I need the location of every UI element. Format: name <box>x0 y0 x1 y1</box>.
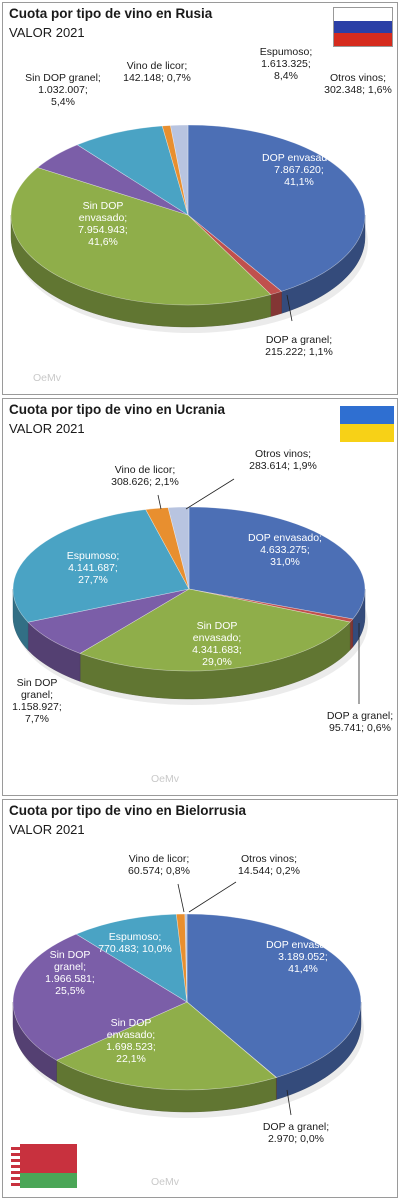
pie-slice-sin-dop-envasado <box>79 588 351 672</box>
chart-subtitle: VALOR 2021 <box>9 421 85 436</box>
data-label-espumoso: Espumoso; 1.613.325; 8,4% <box>260 46 313 82</box>
chart-subtitle: VALOR 2021 <box>9 25 85 40</box>
belarus-flag-icon <box>11 1144 77 1188</box>
leader-line-dop-a-granel <box>286 1089 292 1116</box>
data-label-vino-de-licor: Vino de licor; 308.626; 2,1% <box>111 464 179 488</box>
chart-subtitle: VALOR 2021 <box>9 822 85 837</box>
chart-panel-belarus: Cuota por tipo de vino en Bielorrusia VA… <box>2 799 398 1198</box>
data-label-espumoso: Espumoso; 4.141.687; 27,7% <box>67 550 120 586</box>
pie-slice-sin-dop-granel <box>12 933 188 1061</box>
pie-slice-espumoso <box>76 125 189 216</box>
oemv-logo: OeMv <box>33 372 62 384</box>
data-label-sin-dop-granel: Sin DOP granel; 1.158.927; 7,7% <box>12 677 62 725</box>
data-label-otros-vinos: Otros vinos; 14.544; 0,2% <box>238 853 300 877</box>
leader-line-otros-vinos <box>188 881 237 913</box>
pie-slice-dop-envasado <box>187 124 366 292</box>
data-label-sin-dop-granel: Sin DOP granel; 1.032.007; 5,4% <box>25 72 101 108</box>
chart-title: Cuota por tipo de vino en Rusia <box>9 6 213 21</box>
pie-slice-espumoso <box>12 509 190 623</box>
data-label-espumoso: Espumoso; 770.483; 10,0% <box>98 931 172 955</box>
pie-chart-ukraine: DOP envasado; 4.633.275; 31,0% DOP a granel… <box>12 448 393 785</box>
data-label-dop-envasado: DOP envasado; 7.867.620; 41,1% <box>262 152 336 188</box>
data-label-sin-dop-envasado: Sin DOP envasado; 1.698.523; 22,1% <box>106 1017 156 1065</box>
chart-panel-russia: Cuota por tipo de vino en Rusia VALOR 20… <box>2 2 398 395</box>
data-label-sin-dop-envasado: Sin DOP envasado; 4.341.683; 29,0% <box>192 620 242 668</box>
data-label-dop-a-granel: DOP a granel; 215.222; 1,1% <box>265 334 333 358</box>
data-label-dop-envasado: DOP envasado; 4.633.275; 31,0% <box>248 532 322 568</box>
data-label-otros-vinos: Otros vinos; 283.614; 1,9% <box>249 448 317 472</box>
data-label-vino-de-licor: Vino de licor; 60.574; 0,8% <box>128 853 190 877</box>
data-label-dop-a-granel: DOP a granel; 2.970; 0,0% <box>263 1121 329 1145</box>
data-label-vino-de-licor: Vino de licor; 142.148; 0,7% <box>123 60 191 84</box>
russia-flag-icon <box>333 7 393 47</box>
data-label-dop-envasado: DOP envasado; 3.189.052; 41,4% <box>266 939 340 975</box>
ukraine-flag-icon <box>340 406 394 442</box>
oemv-logo: OeMv <box>151 773 180 785</box>
oemv-logo: OeMv <box>151 1176 180 1188</box>
data-label-otros-vinos: Otros vinos; 302.348; 1,6% <box>324 72 392 96</box>
pie-slice-dop-envasado <box>186 913 362 1078</box>
chart-title: Cuota por tipo de vino en Bielorrusia <box>9 803 247 818</box>
data-label-sin-dop-granel: Sin DOP granel; 1.966.581; 25,5% <box>45 949 95 997</box>
pie-chart-belarus: DOP envasado; 3.189.052; 41,4% DOP a granel… <box>12 853 364 1188</box>
pie-side-dop-a-granel <box>270 291 282 317</box>
leader-line-dop-a-granel <box>286 294 293 322</box>
leader-line-vino-de-licor <box>157 494 162 510</box>
pie-chart-russia: DOP envasado; 7.867.620; 41,1% DOP a granel… <box>10 46 392 384</box>
pie-slice-sin-dop-envasado <box>55 1001 277 1091</box>
leader-line-vino-de-licor <box>177 883 185 913</box>
chart-panel-ukraine: Cuota por tipo de vino en Ucrania VALOR … <box>2 398 398 796</box>
pie-slice-dop-envasado <box>188 506 366 620</box>
pie-slice-espumoso <box>75 913 188 1003</box>
leader-line-otros-vinos <box>185 478 235 510</box>
pie-side-dop-a-granel <box>349 618 353 651</box>
data-label-dop-a-granel: DOP a granel; 95.741; 0,6% <box>327 710 393 734</box>
pie-slice-otros-vinos <box>170 124 189 216</box>
data-label-sin-dop-envasado: Sin DOP envasado; 7.954.943; 41,6% <box>78 200 128 248</box>
pie-slice-otros-vinos <box>184 913 188 1003</box>
pie-slice-sin-dop-envasado <box>10 167 272 306</box>
chart-title: Cuota por tipo de vino en Ucrania <box>9 402 226 417</box>
